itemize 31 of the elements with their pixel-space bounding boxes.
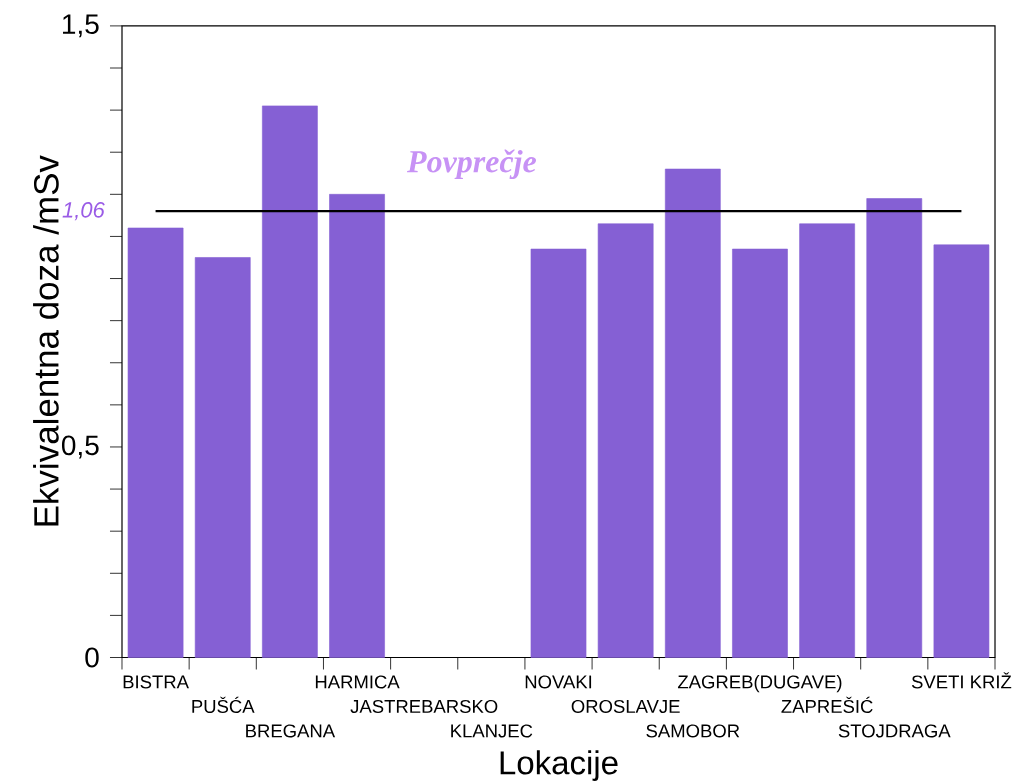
bar [127,227,184,658]
x-tick-label: ZAPREŠIĆ [781,696,873,713]
bar [597,223,654,658]
y-tick-label: 0,5 [61,435,99,459]
bar [530,248,587,658]
x-tick-label: KLANJEC [451,724,533,738]
annotation: Povprečje [407,149,537,179]
x-tick-label: NOVAKI [525,675,592,689]
bar [933,244,990,658]
x-tick-label: ZAGREB(DUGAVE) [677,674,842,693]
x-tick-label: HARMICA [315,675,400,689]
bar [262,105,318,658]
x-tick-label: STOJDRAGA [838,724,951,738]
bar [799,223,855,658]
x-tick-label: PUŠĆA [192,696,255,713]
x-tick-label: BREGANA [246,724,336,738]
ref-line-label: 1,06 [62,202,105,221]
y-tick-label: 0 [85,647,99,668]
x-tick-label: SVETI KRIŽ [911,672,1012,689]
y-axis-title: Ekvivalentna doza /mSv [33,155,59,526]
x-tick-label: OROSLAVJE [571,699,680,713]
x-tick-label: BISTRA [123,675,189,689]
bar [732,248,788,658]
bar [866,198,923,658]
x-axis-title: Lokacije [500,750,618,781]
x-tick-label: JASTREBARSKO [350,699,498,713]
bar [329,194,385,658]
bar [194,257,251,658]
bar [664,168,721,658]
y-tick-label: 1,5 [63,14,99,38]
x-tick-label: SAMOBOR [646,724,740,738]
